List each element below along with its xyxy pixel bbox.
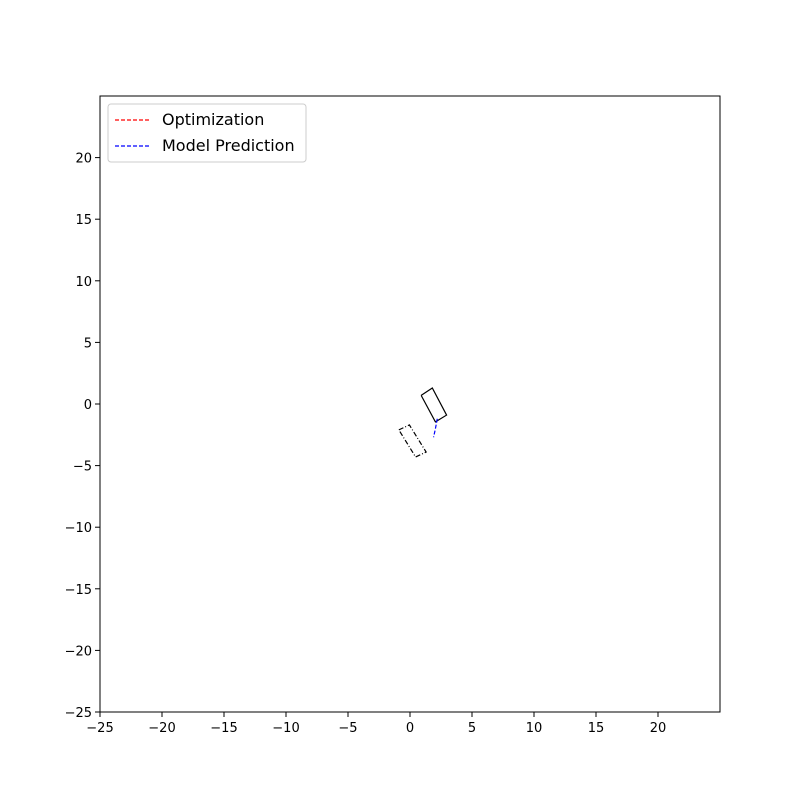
y-tick-label: −10 [65, 521, 92, 536]
x-tick-label: −10 [272, 721, 299, 736]
y-tick-label: 5 [84, 336, 92, 351]
x-tick-label: −20 [148, 721, 175, 736]
series-layer [432, 418, 438, 438]
y-tick-label: −15 [65, 583, 92, 598]
shapes-layer [398, 387, 448, 458]
series-line-model-prediction [432, 418, 438, 438]
x-tick-label: −25 [86, 721, 113, 736]
vehicle-solid [420, 387, 448, 423]
legend-box [107, 103, 307, 163]
y-tick-label: 0 [84, 398, 92, 413]
x-tick-label: 15 [588, 721, 605, 736]
x-tick-label: 0 [406, 721, 414, 736]
y-tick-label: −20 [65, 644, 92, 659]
x-tick-label: 20 [650, 721, 667, 736]
plot-background [100, 96, 720, 712]
y-tick-label: −5 [73, 460, 92, 475]
legend-label-model-prediction: Model Prediction [162, 136, 295, 155]
legend: Optimization Model Prediction [107, 103, 307, 163]
legend-label-optimization: Optimization [162, 110, 264, 129]
y-tick-label: −25 [65, 706, 92, 721]
vehicle-dashdot [398, 424, 427, 458]
y-axis-ticks: −25 −20 −15 −10 −5 0 5 10 15 20 [65, 152, 100, 721]
x-tick-label: −15 [210, 721, 237, 736]
x-tick-label: 5 [468, 721, 476, 736]
y-tick-label: 10 [75, 275, 92, 290]
x-tick-label: −5 [338, 721, 357, 736]
y-tick-label: 20 [75, 152, 92, 167]
x-tick-label: 10 [526, 721, 543, 736]
x-axis-ticks: −25 −20 −15 −10 −5 0 5 10 15 20 [86, 712, 666, 736]
y-tick-label: 15 [75, 213, 92, 228]
